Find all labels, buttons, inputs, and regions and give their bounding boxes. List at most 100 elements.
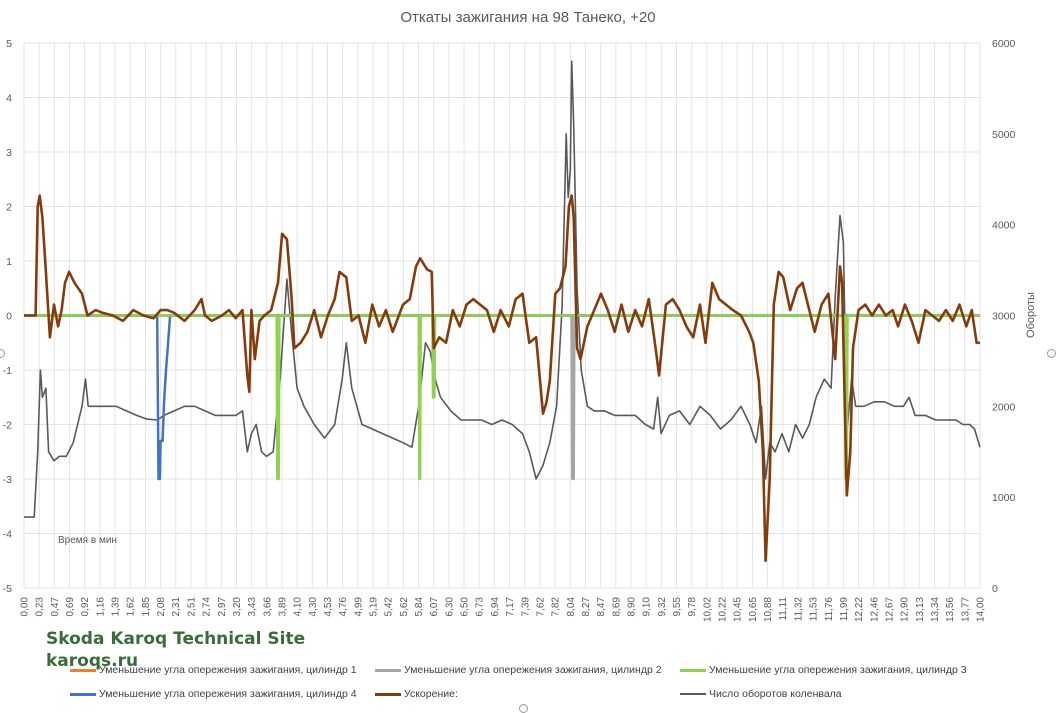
- x-tick-label: 14,00: [976, 597, 987, 622]
- resize-handle-bottom[interactable]: [519, 704, 528, 713]
- x-tick-label: 8,04: [566, 597, 577, 617]
- x-tick-label: 2,51: [186, 597, 197, 617]
- x-tick-label: 6,73: [475, 597, 486, 617]
- x-tick-label: 4,99: [353, 597, 364, 617]
- x-tick-label: 4,76: [338, 597, 349, 617]
- legend-item-cyl4: Уменьшение угла опережения зажигания, ци…: [70, 688, 357, 700]
- legend-label: Уменьшение угла опережения зажигания, ци…: [709, 664, 967, 676]
- x-tick-label: 0,00: [20, 597, 31, 617]
- series-line-5: [24, 194, 980, 563]
- left-tick-label: -1: [3, 365, 12, 377]
- x-tick-label: 4,10: [293, 597, 304, 617]
- right-tick-label: 1000: [992, 492, 1016, 504]
- x-tick-label: 9,55: [672, 597, 683, 617]
- x-tick-label: 1,16: [95, 597, 106, 617]
- x-tick-label: 12,90: [900, 597, 911, 622]
- x-tick-label: 4,30: [308, 597, 319, 617]
- x-axis: 0,00 0,23 0,47 0,69 0,92 1,16 1,39 1,62 1,85 2,08…: [20, 597, 987, 622]
- x-tick-label: 7,62: [535, 597, 546, 617]
- x-tick-label: 9,78: [687, 597, 698, 617]
- legend-label: Уменьшение угла опережения зажигания, ци…: [404, 664, 662, 676]
- x-tick-label: 1,39: [111, 597, 122, 617]
- left-tick-label: -3: [3, 474, 12, 486]
- x-tick-label: 8,90: [626, 597, 637, 617]
- x-tick-label: 11,76: [824, 597, 835, 622]
- resize-handle-right[interactable]: [1047, 349, 1056, 358]
- x-tick-label: 2,08: [156, 597, 167, 617]
- legend-item-cyl2: Уменьшение угла опережения зажигания, ци…: [375, 664, 662, 676]
- right-tick-label: 2000: [992, 401, 1016, 413]
- legend-swatch: [680, 668, 706, 672]
- x-tick-label: 2,97: [217, 597, 228, 617]
- x-tick-label: 7,17: [505, 597, 516, 617]
- legend-item-acceleration: Ускорение:: [375, 688, 458, 700]
- x-tick-label: 3,66: [262, 597, 273, 617]
- right-tick-label: 0: [992, 583, 998, 595]
- x-tick-label: 6,30: [444, 597, 455, 617]
- x-tick-label: 5,19: [369, 597, 380, 617]
- left-tick-label: 1: [6, 256, 12, 268]
- left-axis: 5 4 3 2 1 0 -1 -2 -3 -4 -5: [3, 38, 13, 595]
- x-tick-label: 11,99: [839, 597, 850, 622]
- x-tick-label: 7,39: [520, 597, 531, 617]
- watermark-title: Skoda Karoq Technical Site: [46, 629, 306, 649]
- x-tick-label: 11,53: [809, 597, 820, 622]
- series-line-6: [24, 60, 981, 518]
- x-tick-label: 9,10: [642, 597, 653, 617]
- legend-item-cyl3: Уменьшение угла опережения зажигания, ци…: [680, 664, 967, 676]
- x-tick-label: 11,32: [793, 597, 804, 622]
- x-tick-label: 8,69: [611, 597, 622, 617]
- x-tick-label: 11,11: [778, 597, 789, 621]
- right-tick-label: 6000: [992, 38, 1016, 50]
- x-tick-label: 6,50: [460, 597, 471, 617]
- x-tick-label: 2,74: [202, 597, 213, 617]
- right-axis: 6000 5000 4000 3000 2000 1000 0: [992, 38, 1016, 595]
- chart-title: Откаты зажигания на 98 Танеко, +20: [400, 9, 655, 26]
- x-axis-label: Время в мин: [58, 535, 117, 546]
- x-tick-label: 12,46: [869, 597, 880, 622]
- x-tick-label: 12,67: [884, 597, 895, 622]
- legend-swatch: [375, 668, 401, 672]
- legend-item-cyl1: Уменьшение угла опережения зажигания, ци…: [70, 664, 357, 676]
- x-tick-label: 5,84: [414, 597, 425, 617]
- resize-handle-left[interactable]: [0, 349, 5, 358]
- right-tick-label: 4000: [992, 220, 1016, 232]
- left-tick-label: -5: [3, 583, 12, 595]
- legend-swatch: [680, 693, 706, 696]
- series-line-4: [24, 314, 980, 481]
- left-tick-label: 3: [6, 147, 12, 159]
- left-tick-label: 2: [6, 202, 12, 214]
- legend-label: Число оборотов коленвала: [709, 688, 842, 700]
- x-tick-label: 10,45: [733, 597, 744, 622]
- x-tick-label: 8,27: [581, 597, 592, 617]
- x-tick-label: 6,94: [490, 597, 501, 617]
- x-tick-label: 3,43: [247, 597, 258, 617]
- x-tick-label: 5,62: [399, 597, 410, 617]
- x-tick-label: 10,22: [718, 597, 729, 622]
- x-tick-label: 13,56: [945, 597, 956, 622]
- left-tick-label: 5: [6, 38, 12, 50]
- x-tick-label: 0,92: [80, 597, 91, 617]
- right-axis-label: Обороты: [1025, 292, 1037, 338]
- x-tick-label: 0,23: [35, 597, 46, 617]
- legend-swatch: [70, 668, 96, 672]
- x-tick-label: 4,53: [323, 597, 334, 617]
- x-tick-label: 10,65: [748, 597, 759, 622]
- x-tick-label: 0,47: [50, 597, 61, 617]
- x-tick-label: 13,34: [930, 597, 941, 622]
- x-tick-label: 9,32: [657, 597, 668, 617]
- x-tick-label: 3,20: [232, 597, 243, 617]
- legend-label: Ускорение:: [404, 688, 458, 700]
- legend-swatch: [375, 692, 401, 696]
- x-tick-label: 7,82: [551, 597, 562, 617]
- x-tick-label: 13,13: [915, 597, 926, 622]
- x-tick-label: 10,02: [702, 597, 713, 622]
- x-tick-label: 3,89: [277, 597, 288, 617]
- series-layer: [24, 60, 981, 563]
- left-tick-label: -2: [3, 420, 12, 432]
- x-tick-label: 6,07: [429, 597, 440, 617]
- x-tick-label: 2,31: [171, 597, 182, 617]
- legend-item-rpm: Число оборотов коленвала: [680, 688, 842, 700]
- left-tick-label: -4: [3, 529, 12, 541]
